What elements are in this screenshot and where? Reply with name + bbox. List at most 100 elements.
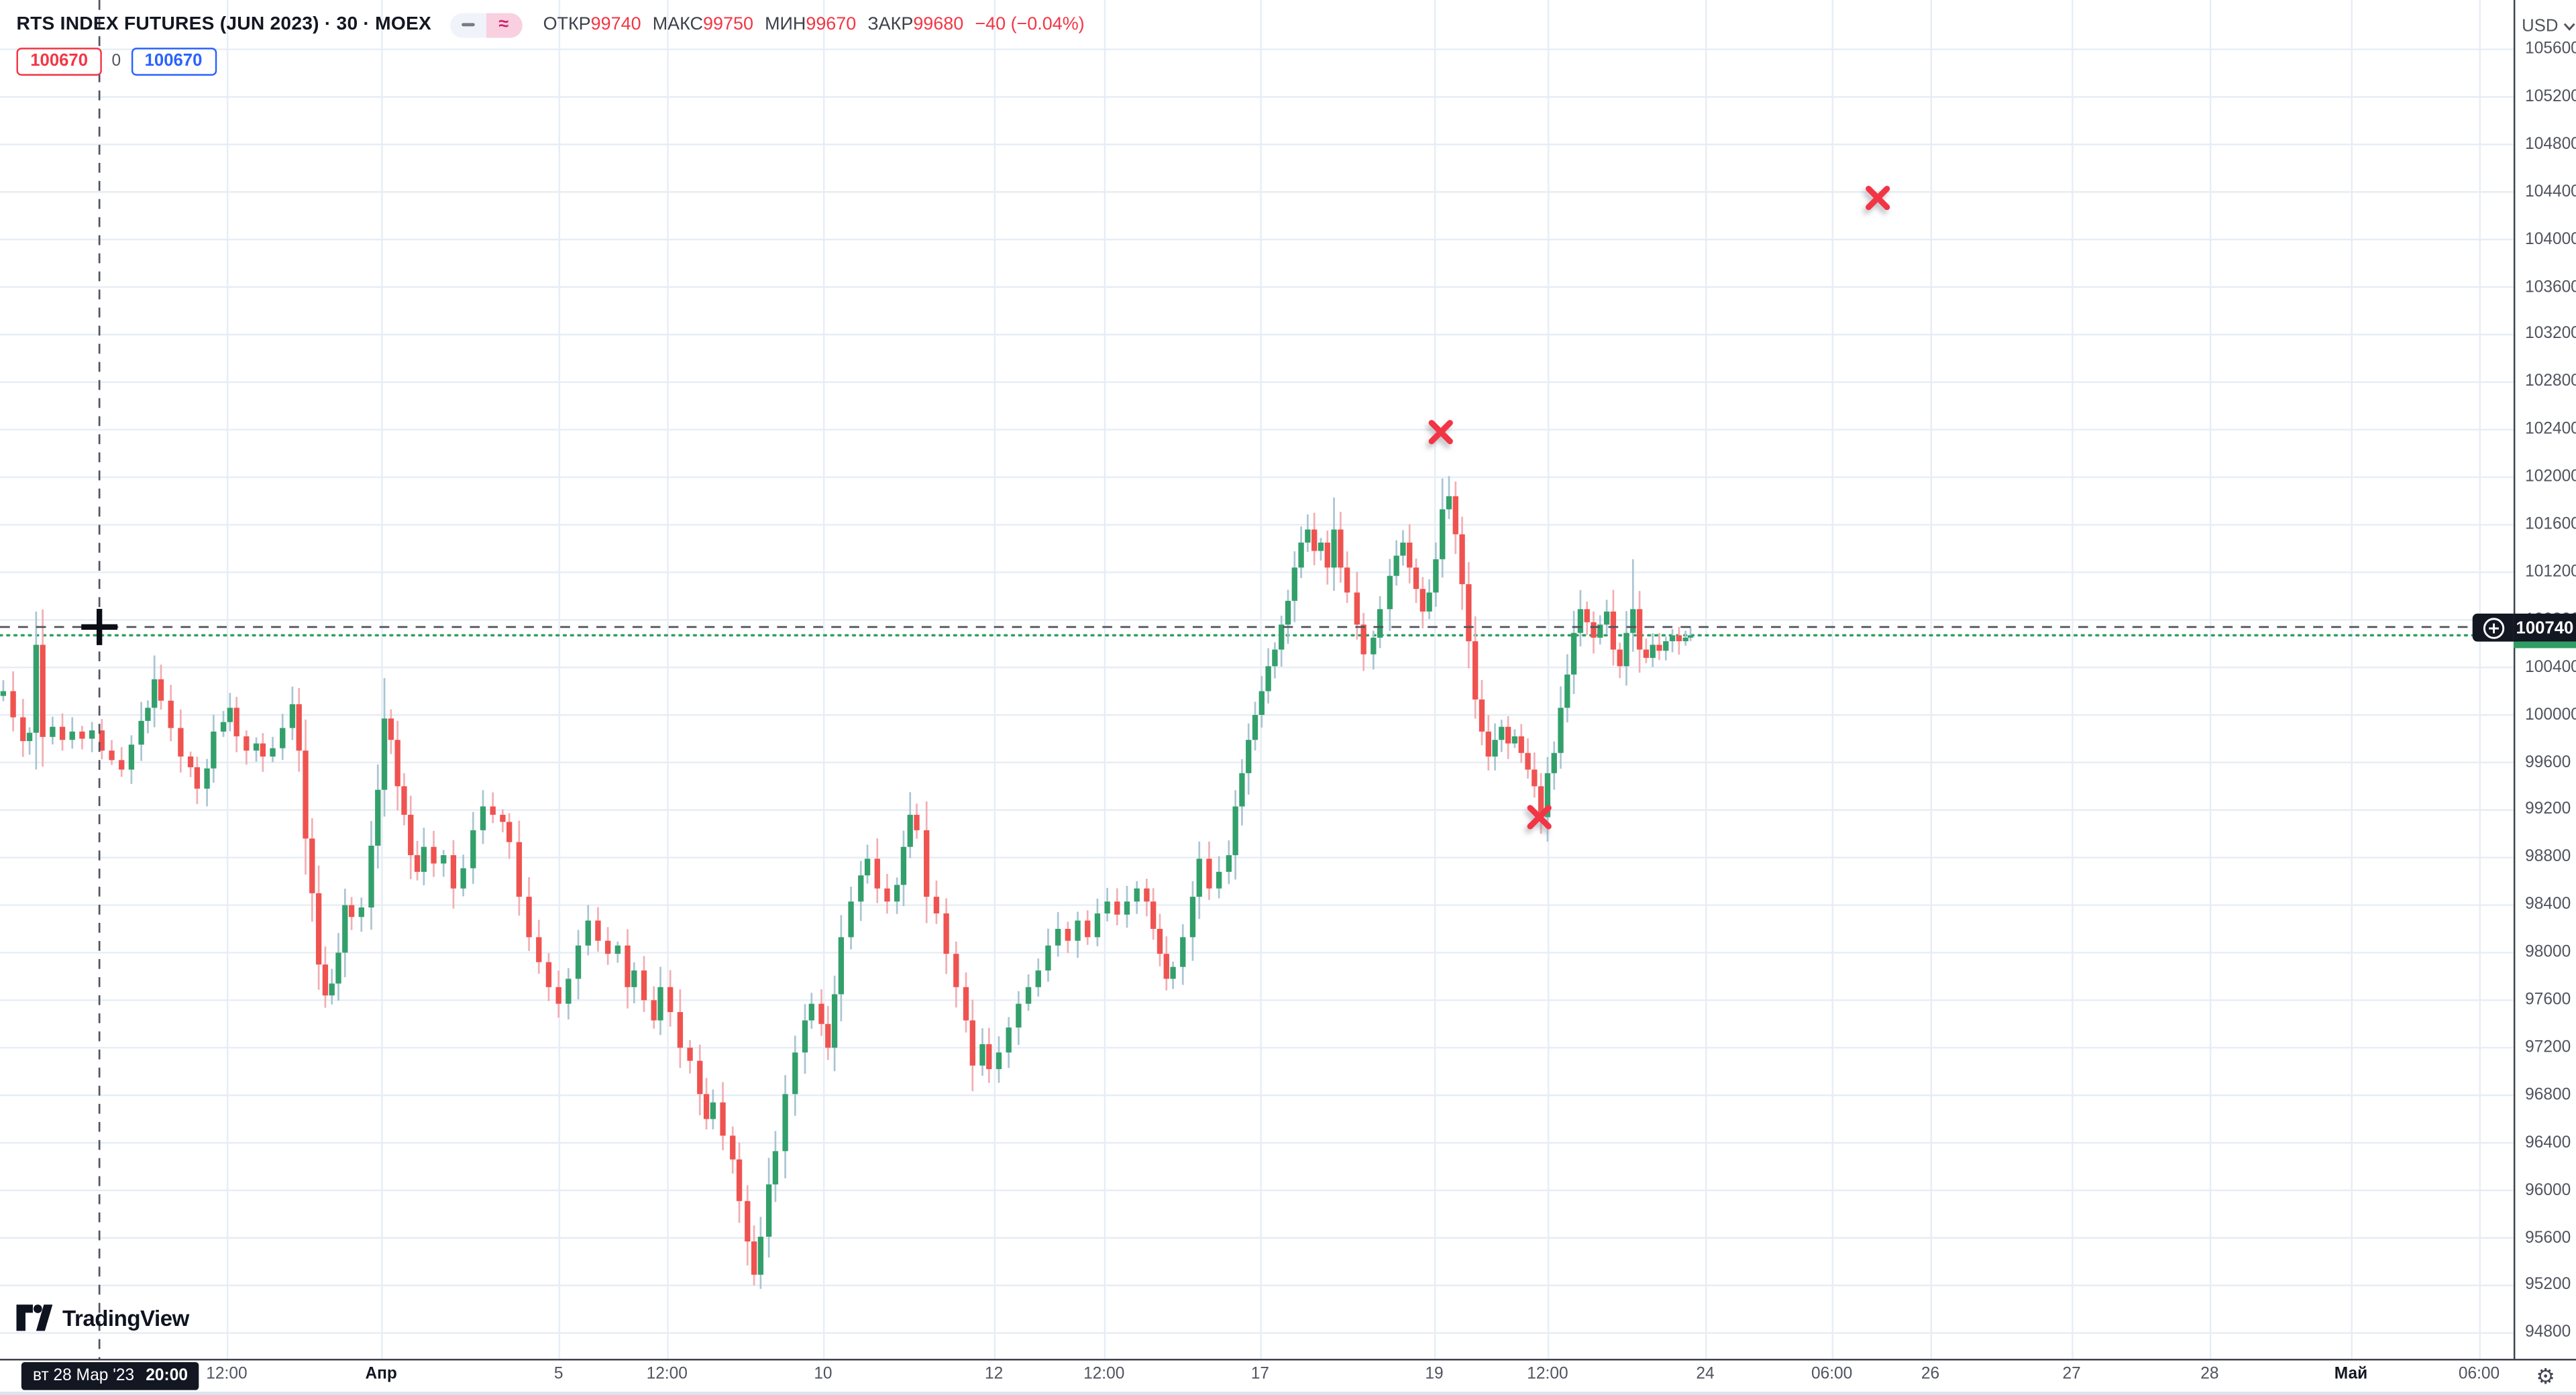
candle: [33, 645, 40, 733]
collapse-legend-button[interactable]: [449, 12, 486, 38]
candle: [1597, 624, 1603, 638]
candle: [1570, 632, 1577, 675]
candle: [358, 907, 364, 917]
candle: [1452, 496, 1458, 535]
candle: [595, 920, 601, 941]
candle: [309, 838, 315, 893]
price-axis-tick: 103200: [2525, 325, 2576, 344]
candle: [757, 1236, 764, 1275]
axis-settings-button[interactable]: ⚙: [2515, 1360, 2576, 1392]
minimize-dash-icon: [461, 22, 474, 27]
candle: [924, 830, 930, 897]
candle: [244, 736, 250, 751]
candle: [119, 760, 125, 770]
candle: [408, 814, 414, 856]
price-axis-tick: 101200: [2525, 563, 2576, 581]
price-axis-tick: 102400: [2525, 421, 2576, 439]
candle: [1035, 970, 1041, 987]
candle: [348, 905, 355, 917]
candle: [1610, 611, 1617, 650]
price-axis-tick: 97600: [2525, 991, 2571, 1009]
candle: [792, 1052, 798, 1095]
candle: [625, 945, 631, 987]
approx-icon: ≈: [498, 15, 509, 35]
candle: [1216, 871, 1222, 889]
candle: [914, 814, 920, 830]
candle: [1446, 496, 1452, 510]
candle: [736, 1159, 743, 1201]
candle: [1459, 534, 1465, 585]
candle: [1544, 773, 1551, 818]
instant-order-panel: 100670 0 100670: [16, 46, 217, 76]
candle: [1485, 731, 1491, 757]
candle: [1466, 584, 1472, 642]
price-axis[interactable]: USD 105600 105200 104800 104400 104000 103600…: [2515, 0, 2576, 1359]
candle: [1511, 736, 1518, 744]
candle: [1584, 609, 1590, 622]
candle: [414, 855, 421, 872]
symbol-title[interactable]: RTS INDEX FUTURES (JUN 2023) · 30 · MOEX: [16, 15, 432, 35]
candle: [368, 845, 374, 908]
candle: [69, 731, 75, 740]
candle: [1433, 559, 1439, 593]
candle: [260, 743, 266, 757]
chart-legend: RTS INDEX FUTURES (JUN 2023) · 30 · MOEX…: [16, 10, 1085, 40]
time-axis[interactable]: 12:00 Апр 5 12:00 10 12 12:00 17 19 12:00 24 06:00 2…: [0, 1360, 2514, 1392]
time-axis-tick: 12: [985, 1365, 1004, 1384]
crosshair-time: 20:00: [146, 1367, 188, 1386]
candle: [1239, 773, 1245, 807]
candle: [1499, 726, 1505, 740]
candle: [1065, 928, 1071, 941]
candle: [1331, 529, 1337, 568]
candle: [315, 893, 322, 965]
high-value: 99750: [703, 15, 753, 35]
candle: [1413, 567, 1419, 590]
tradingview-logo[interactable]: TradingView: [16, 1304, 189, 1333]
candle: [1318, 543, 1324, 551]
candle: [1344, 567, 1350, 593]
candle: [1311, 529, 1318, 551]
candle: [516, 842, 523, 897]
candle: [1525, 752, 1531, 770]
buy-button[interactable]: 100670: [130, 46, 217, 75]
candle: [963, 987, 969, 1021]
candle: [1298, 543, 1304, 568]
price-axis-tick: 101600: [2525, 515, 2576, 534]
price-axis-tick: 99600: [2525, 753, 2571, 772]
candle: [1426, 592, 1432, 612]
candle: [1252, 715, 1258, 740]
price-axis-tick: 104000: [2525, 230, 2576, 249]
candle: [1577, 609, 1584, 633]
price-axis-tick: 96800: [2525, 1086, 2571, 1105]
candle: [0, 691, 7, 696]
price-axis-tick: 94800: [2525, 1324, 2571, 1343]
candle: [1338, 529, 1344, 568]
sell-signal-x-marker[interactable]: [1527, 805, 1552, 830]
candle: [329, 983, 335, 996]
sell-button[interactable]: 100670: [16, 46, 102, 75]
sell-signal-x-marker[interactable]: [1428, 420, 1453, 445]
candle: [381, 718, 388, 790]
approx-values-toggle[interactable]: ≈: [485, 12, 522, 38]
add-order-plus-button[interactable]: [2472, 613, 2514, 642]
candle: [431, 846, 437, 864]
candle: [1055, 928, 1061, 946]
crosshair-time-label: вт 28 Мар '23 20:00: [21, 1361, 200, 1390]
candle: [1206, 858, 1212, 889]
candle: [1360, 624, 1366, 655]
price-axis-tick: 100000: [2525, 706, 2576, 724]
candle: [1650, 645, 1656, 658]
price-axis-tick: 102000: [2525, 468, 2576, 487]
currency-selector[interactable]: USD: [2522, 17, 2576, 36]
candle: [490, 806, 496, 815]
candle: [1196, 858, 1202, 897]
candle: [421, 846, 427, 872]
candle: [933, 897, 940, 913]
sell-signal-x-marker[interactable]: [1866, 185, 1890, 211]
candle: [470, 830, 476, 869]
price-axis-tick: 96000: [2525, 1181, 2571, 1200]
candle: [158, 679, 164, 701]
